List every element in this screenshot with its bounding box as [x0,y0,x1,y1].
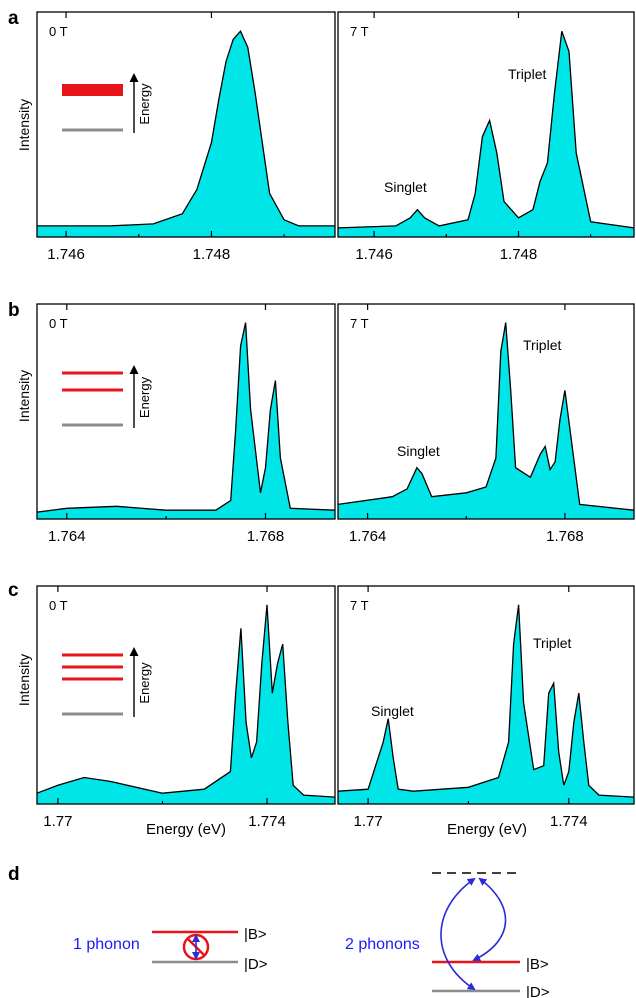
triplet-annotation: Triplet [523,337,561,353]
x-tick-label: 1.764 [349,528,387,545]
x-tick-label: 1.768 [247,528,285,545]
plot-frame [36,585,336,805]
spectrum-panel-b-7t: 1.764 1.768 7 T Singlet Triplet [337,303,635,545]
ket-d-label-left: |D> [244,956,268,973]
energy-level-inset: Energy [62,73,152,133]
level-diagram-one-phonon: 1 phonon |B> |D> [73,926,268,973]
panel-letter-b: b [8,300,20,321]
x-tick-label: 1.77 [43,813,72,830]
panel-letter-a: a [8,8,19,29]
plot-frame [36,11,336,238]
spectrum-area [37,604,335,804]
triplet-annotation: Triplet [533,635,571,651]
energy-level-inset: Energy [62,365,152,428]
energy-level-inset: Energy [62,647,152,717]
energy-axis-label: Energy [137,662,152,704]
spectrum-line [337,604,635,798]
spectrum-line [36,322,336,513]
y-axis-label-c: Intensity [16,654,32,706]
x-tick-label: 1.746 [355,246,393,263]
x-tick-label: 1.764 [48,528,86,545]
plot-frame [337,303,635,520]
spectrum-area [37,31,335,238]
spectrum-area [338,322,634,519]
plot-frame [36,303,336,520]
transition-arrow-icon [472,877,507,961]
x-axis-label-left: Energy (eV) [146,821,226,838]
spectrum-panel-c-0t: 1.77 1.774 0 T Energy [36,585,336,830]
field-label: 7 T [350,316,369,331]
spectrum-panel-a-7t: 1.746 1.748 7 T Singlet Triplet [337,11,635,263]
y-axis-label-b: Intensity [16,370,32,422]
transition-arrow-icon [440,877,476,991]
x-tick-label: 1.774 [248,813,286,830]
ket-d-label-right: |D> [526,984,550,998]
x-tick-label: 1.77 [354,813,383,830]
spectrum-panel-c-7t: 1.77 1.774 7 T Singlet Triplet [337,585,635,830]
x-tick-label: 1.768 [546,528,584,545]
y-axis-label-a: Intensity [16,99,32,151]
bright-level-band [62,84,123,96]
energy-axis-label: Energy [137,83,152,125]
spectrum-line [36,604,336,798]
field-label: 0 T [49,316,68,331]
x-tick-label: 1.774 [550,813,588,830]
singlet-annotation: Singlet [371,703,414,719]
ket-b-label-left: |B> [244,926,267,943]
singlet-annotation: Singlet [384,179,427,195]
singlet-annotation: Singlet [397,443,440,459]
field-label: 7 T [350,24,369,39]
field-label: 0 T [49,598,68,613]
x-axis-label-right: Energy (eV) [447,821,527,838]
plot-frame [337,585,635,805]
spectrum-area [338,31,634,238]
triplet-annotation: Triplet [508,66,546,82]
panel-letter-c: c [8,580,19,601]
x-tick-label: 1.748 [193,246,231,263]
spectrum-area [37,322,335,519]
level-diagram-two-phonons: 2 phonons |B> |D> [345,872,550,998]
two-phonons-label: 2 phonons [345,936,420,953]
ket-b-label-right: |B> [526,956,549,973]
x-tick-label: 1.748 [500,246,538,263]
spectrum-line [337,322,635,511]
plot-frame [337,11,635,238]
field-label: 0 T [49,24,68,39]
field-label: 7 T [350,598,369,613]
panel-letter-d: d [8,864,20,885]
one-phonon-label: 1 phonon [73,936,140,953]
x-tick-label: 1.746 [47,246,85,263]
spectrum-panel-b-0t: 1.764 1.768 0 T Energy [36,303,336,545]
spectrum-line [37,30,335,227]
spectrum-line [337,30,635,229]
spectrum-panel-a-0t: 1.746 1.748 0 T Energy [36,11,336,263]
energy-axis-label: Energy [137,376,152,418]
